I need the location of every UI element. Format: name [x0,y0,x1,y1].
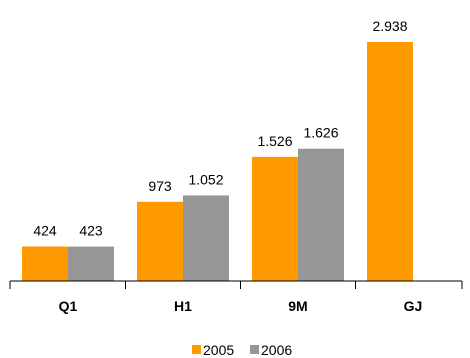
legend-swatch-2006 [250,345,259,354]
category-label-gj: GJ [404,298,423,314]
category-label-9m: 9M [288,298,307,314]
bar-9m-2006 [298,148,344,281]
data-label-h1-2005: 973 [148,178,172,194]
category-label-q1: Q1 [59,298,78,314]
data-label-h1-2006: 1.052 [188,171,223,187]
legend: 2005 2006 [192,342,292,358]
x-axis-ticks-group [9,281,463,289]
bar-q1-2005 [22,246,68,281]
legend-label-2006: 2006 [261,342,292,358]
data-label-gj-2005: 2.938 [372,18,407,34]
bars-group [22,42,413,281]
data-label-q1-2005: 424 [33,223,57,239]
bar-h1-2005 [137,201,183,281]
data-label-q1-2006: 423 [79,223,103,239]
data-label-9m-2005: 1.526 [257,133,292,149]
legend-swatch-2005 [192,345,201,354]
legend-label-2005: 2005 [203,342,234,358]
category-labels-group: Q1 H1 9M GJ [59,298,423,314]
data-label-9m-2006: 1.626 [303,125,338,141]
category-label-h1: H1 [174,298,192,314]
data-labels-group: 424 423 973 1.052 1.526 1.626 2.938 [33,18,407,239]
bar-q1-2006 [68,246,114,281]
bar-9m-2005 [252,156,298,281]
bar-gj-2005 [367,42,413,281]
bar-h1-2006 [183,195,229,281]
